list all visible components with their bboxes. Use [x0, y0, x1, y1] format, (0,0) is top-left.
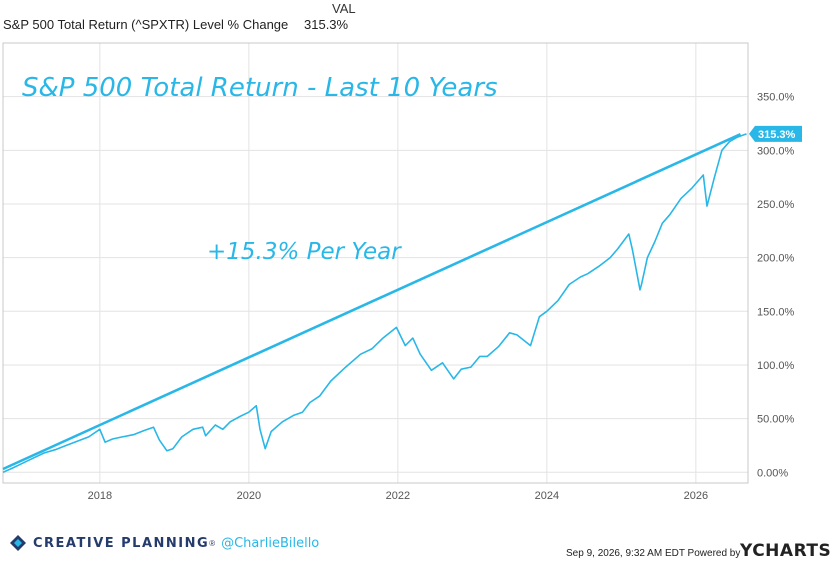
- y-tick-label: 50.00%: [757, 414, 795, 426]
- x-tick-label: 2026: [684, 490, 708, 502]
- footer-brand: CREATIVE PLANNING ® @CharlieBilello: [9, 532, 319, 554]
- y-tick-label: 350.0%: [757, 92, 795, 104]
- plot-frame: [2, 42, 749, 484]
- x-tick-label: 2020: [237, 490, 261, 502]
- last-value-marker: 315.3%: [749, 125, 802, 142]
- x-tick-label: 2018: [88, 490, 112, 502]
- x-tick-label: 2022: [386, 490, 410, 502]
- brand-registered-mark: ®: [209, 538, 216, 548]
- author-handle[interactable]: @CharlieBilello: [221, 535, 320, 551]
- legend-series-name[interactable]: S&P 500 Total Return (^SPXTR) Level % Ch…: [3, 17, 289, 32]
- trend-annotation: +15.3% Per Year: [207, 239, 402, 265]
- y-tick-label: 150.0%: [757, 306, 795, 318]
- y-tick-label: 0.00%: [757, 467, 788, 479]
- series-layer: [2, 133, 747, 474]
- y-tick-label: 200.0%: [757, 253, 795, 265]
- creative-planning-logo-icon: [10, 535, 26, 551]
- x-axis: 2018 2020 2022 2024 2026: [88, 490, 708, 502]
- chart-canvas: 0.00% 50.00% 100.0% 150.0% 200.0% 250.0% 300.0…: [2, 42, 802, 502]
- last-value-label: 315.3%: [758, 129, 796, 141]
- ycharts-logo[interactable]: YCHARTS: [740, 541, 832, 561]
- trend-line: [2, 133, 742, 471]
- last-value-badge: [749, 125, 802, 142]
- y-axis: 0.00% 50.00% 100.0% 150.0% 200.0% 250.0% 300.0…: [757, 92, 795, 480]
- y-tick-label: 100.0%: [757, 360, 795, 372]
- grid-lines: [3, 43, 748, 483]
- legend-series-value: 315.3%: [304, 17, 349, 32]
- y-tick-label: 250.0%: [757, 199, 795, 211]
- brand-name: CREATIVE PLANNING: [33, 535, 210, 551]
- series-line-spxtr: [2, 133, 747, 474]
- x-tick-label: 2024: [535, 490, 559, 502]
- y-tick-label: 300.0%: [757, 145, 795, 157]
- footer-timestamp: Sep 9, 2026, 9:32 AM EDT Powered by: [566, 548, 741, 559]
- legend-column-header: VAL: [332, 1, 356, 16]
- chart-title: S&P 500 Total Return - Last 10 Years: [22, 73, 498, 103]
